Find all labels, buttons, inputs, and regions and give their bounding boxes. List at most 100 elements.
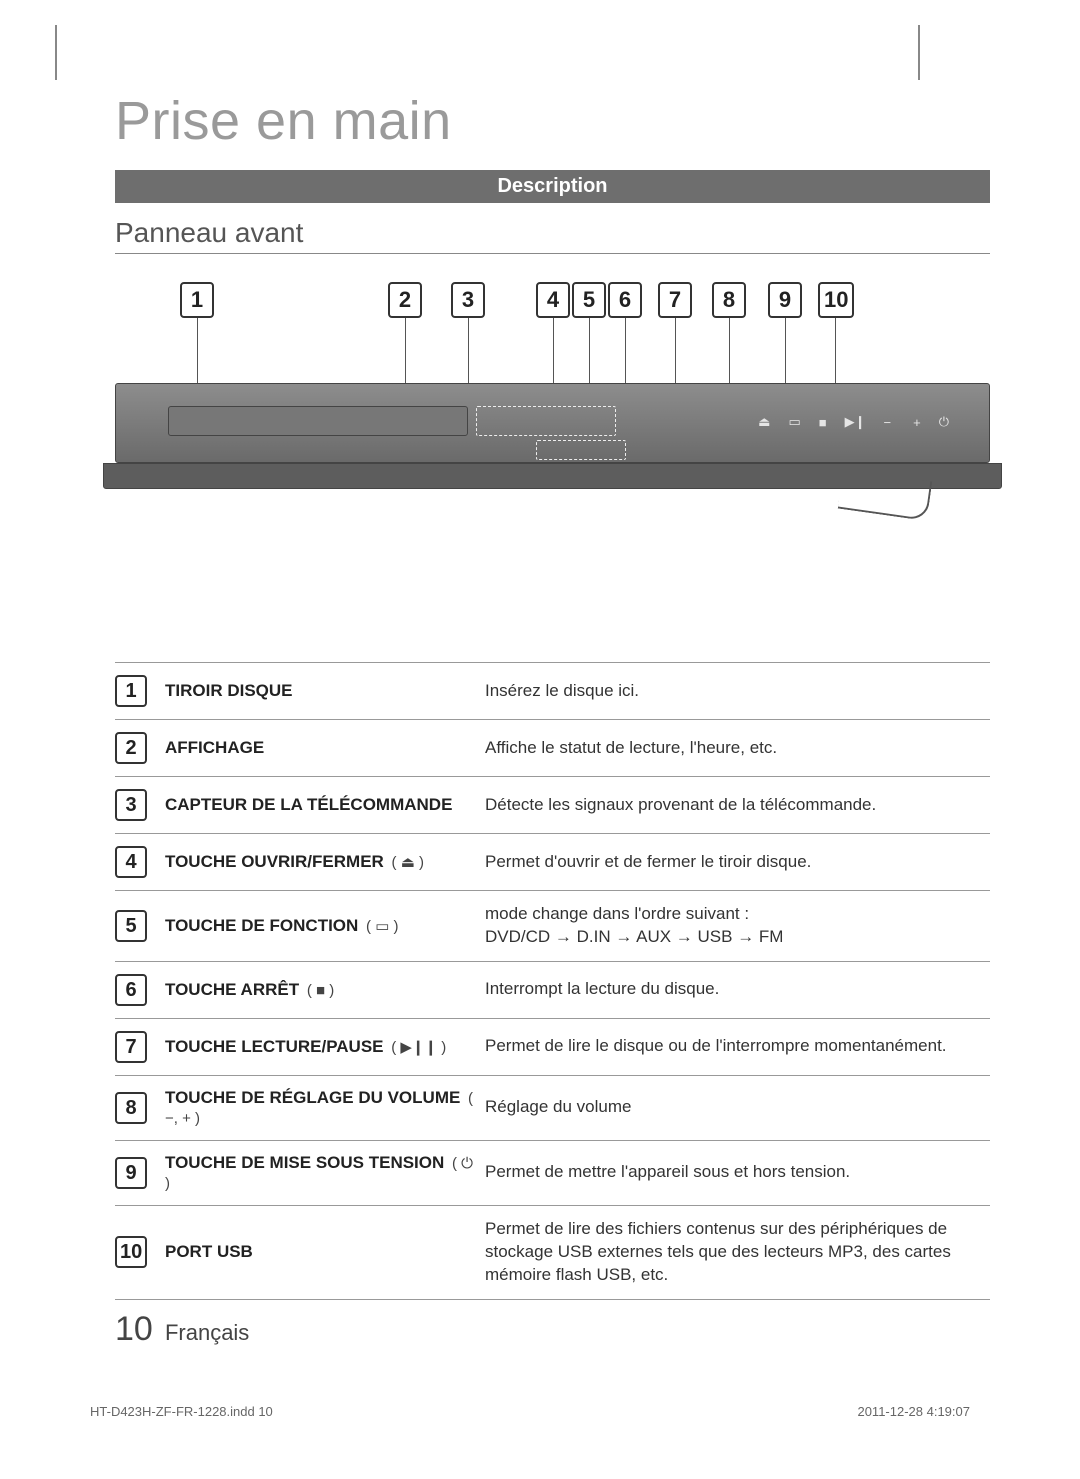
eject-icon: ⏏ (758, 414, 770, 430)
callout-4: 4 (536, 282, 570, 318)
callout-5: 5 (572, 282, 606, 318)
row-label: AFFICHAGE (165, 720, 485, 777)
row-number-box: 2 (115, 732, 147, 764)
callout-3: 3 (451, 282, 485, 318)
callout-legend-table: 1 TIROIR DISQUE Insérez le disque ici. 2 AF… (115, 662, 990, 1300)
row-label: TOUCHE LECTURE/PAUSE ( ▶❙❙ ) (165, 1018, 485, 1075)
vol-minus-icon: − (884, 415, 892, 430)
table-row: 5 TOUCHE DE FONCTION ( ▭ )mode change dan… (115, 891, 990, 962)
row-description: Permet de lire le disque ou de l'interro… (485, 1018, 990, 1075)
leader-n7 (675, 318, 676, 388)
row-description: Interrompt la lecture du disque. (485, 961, 990, 1018)
row-number-box: 10 (115, 1236, 147, 1268)
row-number-cell: 5 (115, 891, 165, 962)
row-label-icon: ( ⏏ ) (392, 854, 425, 871)
table-row: 8 TOUCHE DE RÉGLAGE DU VOLUME ( −, + )Rég… (115, 1075, 990, 1140)
subtitle-rule: Panneau avant (115, 217, 990, 254)
leader-n10 (835, 318, 836, 388)
leader-n5 (589, 318, 590, 388)
callout-1: 1 (180, 282, 214, 318)
device-illustration: ⏏ ▭ ■ ▶❙ − + ⏻ (115, 383, 990, 503)
callout-8: 8 (712, 282, 746, 318)
row-number-cell: 3 (115, 777, 165, 834)
table-row: 3 CAPTEUR DE LA TÉLÉCOMMANDE Détecte les … (115, 777, 990, 834)
leader-n2 (405, 318, 406, 388)
row-number-cell: 4 (115, 834, 165, 891)
table-row: 1 TIROIR DISQUE Insérez le disque ici. (115, 663, 990, 720)
page-footer: 10 Français (115, 1310, 249, 1349)
imposition-line: HT-D423H-ZF-FR-1228.indd 10 2011-12-28 4… (90, 1404, 970, 1419)
callout-10: 10 (818, 282, 854, 318)
leader-n1 (197, 318, 198, 388)
row-number-box: 3 (115, 789, 147, 821)
row-description: Affiche le statut de lecture, l'heure, e… (485, 720, 990, 777)
front-panel-diagram: 1 2 3 4 5 6 7 8 9 10 ⏏ ▭ ■ ▶❙ (115, 282, 990, 582)
manual-page: Prise en main Description Panneau avant … (0, 0, 1080, 1479)
subtitle: Panneau avant (115, 217, 303, 253)
page-number: 10 (115, 1310, 153, 1348)
row-number-box: 4 (115, 846, 147, 878)
leader-n9 (785, 318, 786, 388)
row-number-cell: 9 (115, 1140, 165, 1205)
row-label: TOUCHE DE MISE SOUS TENSION ( ⏻ ) (165, 1140, 485, 1205)
imposition-file: HT-D423H-ZF-FR-1228.indd 10 (90, 1404, 273, 1419)
table-row: 9 TOUCHE DE MISE SOUS TENSION ( ⏻ )Permet… (115, 1140, 990, 1205)
row-description: Permet de lire des fichiers contenus sur… (485, 1205, 990, 1299)
row-number-box: 8 (115, 1092, 147, 1124)
leader-n4 (553, 318, 554, 388)
table-row: 4TOUCHE OUVRIR/FERMER ( ⏏ )Permet d'ouvr… (115, 834, 990, 891)
vol-plus-icon: + (913, 415, 921, 430)
table-row: 2 AFFICHAGE Affiche le statut de lecture,… (115, 720, 990, 777)
page-title: Prise en main (115, 90, 990, 152)
row-number-cell: 6 (115, 961, 165, 1018)
row-label: CAPTEUR DE LA TÉLÉCOMMANDE (165, 777, 485, 834)
row-number-box: 1 (115, 675, 147, 707)
row-number-cell: 10 (115, 1205, 165, 1299)
page-language: Français (165, 1320, 249, 1345)
row-number-cell: 2 (115, 720, 165, 777)
callout-6: 6 (608, 282, 642, 318)
row-description: mode change dans l'ordre suivant :DVD/CD… (485, 891, 990, 962)
remote-sensor (536, 440, 626, 460)
row-description: Détecte les signaux provenant de la télé… (485, 777, 990, 834)
row-label-icon: ( ■ ) (307, 982, 334, 999)
leader-n6 (625, 318, 626, 388)
row-number-cell: 7 (115, 1018, 165, 1075)
row-label-icon: ( ▶❙❙ ) (391, 1039, 446, 1056)
table-row: 7 TOUCHE LECTURE/PAUSE ( ▶❙❙ )Permet de l… (115, 1018, 990, 1075)
device-body: ⏏ ▭ ■ ▶❙ − + ⏻ (115, 383, 990, 463)
power-icon: ⏻ (939, 414, 949, 430)
row-number-cell: 8 (115, 1075, 165, 1140)
row-description: Permet de mettre l'appareil sous et hors… (485, 1140, 990, 1205)
callout-9: 9 (768, 282, 802, 318)
imposition-date: 2011-12-28 4:19:07 (857, 1404, 970, 1419)
table-row: 6 TOUCHE ARRÊT ( ■ )Interrompt la lecture… (115, 961, 990, 1018)
row-description: Réglage du volume (485, 1075, 990, 1140)
row-number-box: 5 (115, 910, 147, 942)
row-label-icon: ( ⏻ ) (165, 1155, 473, 1192)
row-number-cell: 1 (115, 663, 165, 720)
play-icon: ▶❙ (845, 414, 866, 430)
leader-n3 (468, 318, 469, 388)
row-number-box: 7 (115, 1031, 147, 1063)
row-label: TOUCHE DE RÉGLAGE DU VOLUME ( −, + ) (165, 1075, 485, 1140)
row-label-icon: ( −, + ) (165, 1090, 473, 1127)
row-number-box: 6 (115, 974, 147, 1006)
display-panel (476, 406, 616, 436)
row-label: TOUCHE OUVRIR/FERMER ( ⏏ ) (165, 834, 485, 891)
function-icon: ▭ (788, 414, 800, 430)
row-label: PORT USB (165, 1205, 485, 1299)
row-label: TOUCHE DE FONCTION ( ▭ ) (165, 891, 485, 962)
table-row: 10 PORT USB Permet de lire des fichiers c… (115, 1205, 990, 1299)
row-description: Insérez le disque ici. (485, 663, 990, 720)
front-button-row: ⏏ ▭ ■ ▶❙ − + ⏻ (758, 414, 949, 430)
row-number-box: 9 (115, 1157, 147, 1189)
disc-tray (168, 406, 468, 436)
row-label: TIROIR DISQUE (165, 663, 485, 720)
stop-icon: ■ (819, 415, 827, 430)
row-label-icon: ( ▭ ) (366, 918, 399, 935)
leader-n8 (729, 318, 730, 388)
description-heading-bar: Description (115, 170, 990, 203)
callout-2: 2 (388, 282, 422, 318)
row-label: TOUCHE ARRÊT ( ■ ) (165, 961, 485, 1018)
